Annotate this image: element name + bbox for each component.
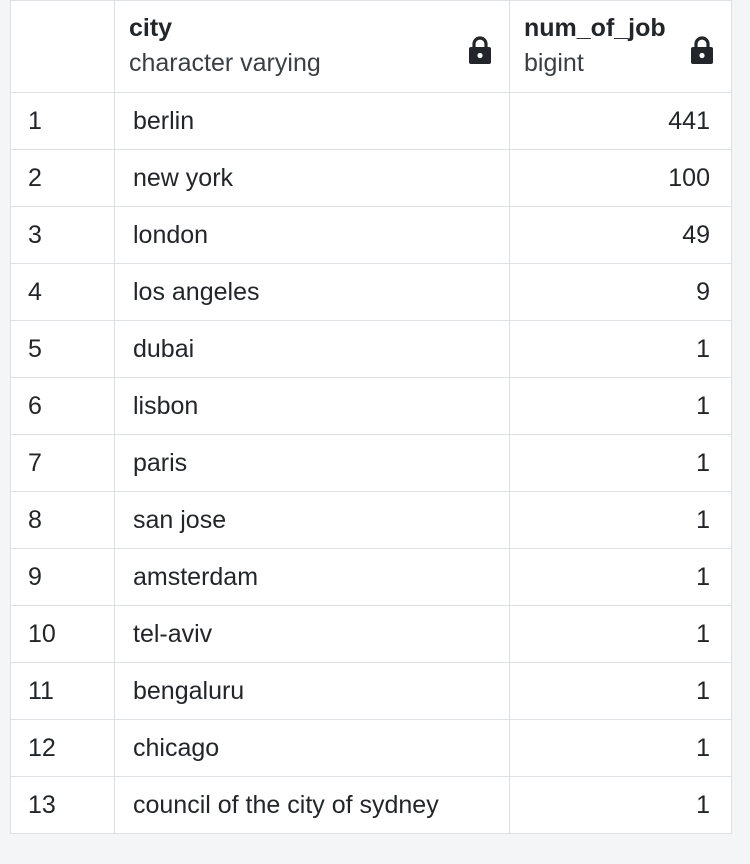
- table-row[interactable]: 4 los angeles 9: [10, 263, 732, 321]
- row-number[interactable]: 7: [10, 434, 115, 492]
- cell-city[interactable]: council of the city of sydney: [114, 776, 510, 834]
- table-row[interactable]: 13 council of the city of sydney 1: [10, 776, 732, 834]
- row-number-header[interactable]: [10, 0, 115, 93]
- row-number[interactable]: 13: [10, 776, 115, 834]
- lock-icon: [691, 36, 713, 64]
- cell-num-of-job[interactable]: 49: [509, 206, 732, 264]
- cell-num-of-job[interactable]: 441: [509, 92, 732, 150]
- row-number[interactable]: 4: [10, 263, 115, 321]
- cell-num-of-job[interactable]: 100: [509, 149, 732, 207]
- column-type: bigint: [524, 49, 584, 77]
- column-name: city: [129, 14, 173, 42]
- cell-num-of-job[interactable]: 1: [509, 434, 732, 492]
- cell-city[interactable]: bengaluru: [114, 662, 510, 720]
- row-number[interactable]: 5: [10, 320, 115, 378]
- cell-city[interactable]: chicago: [114, 719, 510, 777]
- cell-city[interactable]: dubai: [114, 320, 510, 378]
- cell-num-of-job[interactable]: 9: [509, 263, 732, 321]
- cell-num-of-job[interactable]: 1: [509, 377, 732, 435]
- cell-city[interactable]: los angeles: [114, 263, 510, 321]
- table-row[interactable]: 6 lisbon 1: [10, 377, 732, 435]
- cell-city[interactable]: berlin: [114, 92, 510, 150]
- column-name: num_of_job: [524, 14, 666, 42]
- table-row[interactable]: 2 new york 100: [10, 149, 732, 207]
- table-row[interactable]: 11 bengaluru 1: [10, 662, 732, 720]
- cell-city[interactable]: amsterdam: [114, 548, 510, 606]
- row-number[interactable]: 3: [10, 206, 115, 264]
- row-number[interactable]: 1: [10, 92, 115, 150]
- table-row[interactable]: 3 london 49: [10, 206, 732, 264]
- cell-city[interactable]: lisbon: [114, 377, 510, 435]
- table-row[interactable]: 8 san jose 1: [10, 491, 732, 549]
- table-row[interactable]: 7 paris 1: [10, 434, 732, 492]
- cell-num-of-job[interactable]: 1: [509, 320, 732, 378]
- data-output-table: city character varying num_of_job bigint: [10, 0, 732, 834]
- row-number[interactable]: 6: [10, 377, 115, 435]
- table-row[interactable]: 5 dubai 1: [10, 320, 732, 378]
- cell-num-of-job[interactable]: 1: [509, 605, 732, 663]
- table-row[interactable]: 12 chicago 1: [10, 719, 732, 777]
- row-number[interactable]: 8: [10, 491, 115, 549]
- cell-city[interactable]: new york: [114, 149, 510, 207]
- result-grid: city character varying num_of_job bigint: [10, 0, 732, 834]
- cell-num-of-job[interactable]: 1: [509, 719, 732, 777]
- cell-num-of-job[interactable]: 1: [509, 491, 732, 549]
- cell-city[interactable]: san jose: [114, 491, 510, 549]
- cell-city[interactable]: paris: [114, 434, 510, 492]
- header-row: city character varying num_of_job bigint: [10, 0, 732, 93]
- cell-city[interactable]: london: [114, 206, 510, 264]
- row-number[interactable]: 2: [10, 149, 115, 207]
- cell-city[interactable]: tel-aviv: [114, 605, 510, 663]
- column-type: character varying: [129, 49, 321, 77]
- cell-num-of-job[interactable]: 1: [509, 776, 732, 834]
- cell-num-of-job[interactable]: 1: [509, 662, 732, 720]
- table-row[interactable]: 10 tel-aviv 1: [10, 605, 732, 663]
- table-row[interactable]: 1 berlin 441: [10, 92, 732, 150]
- cell-num-of-job[interactable]: 1: [509, 548, 732, 606]
- column-header-num-of-job[interactable]: num_of_job bigint: [509, 0, 732, 93]
- row-number[interactable]: 12: [10, 719, 115, 777]
- row-number[interactable]: 9: [10, 548, 115, 606]
- column-header-city[interactable]: city character varying: [114, 0, 510, 93]
- lock-icon: [469, 36, 491, 64]
- table-row[interactable]: 9 amsterdam 1: [10, 548, 732, 606]
- row-number[interactable]: 11: [10, 662, 115, 720]
- row-number[interactable]: 10: [10, 605, 115, 663]
